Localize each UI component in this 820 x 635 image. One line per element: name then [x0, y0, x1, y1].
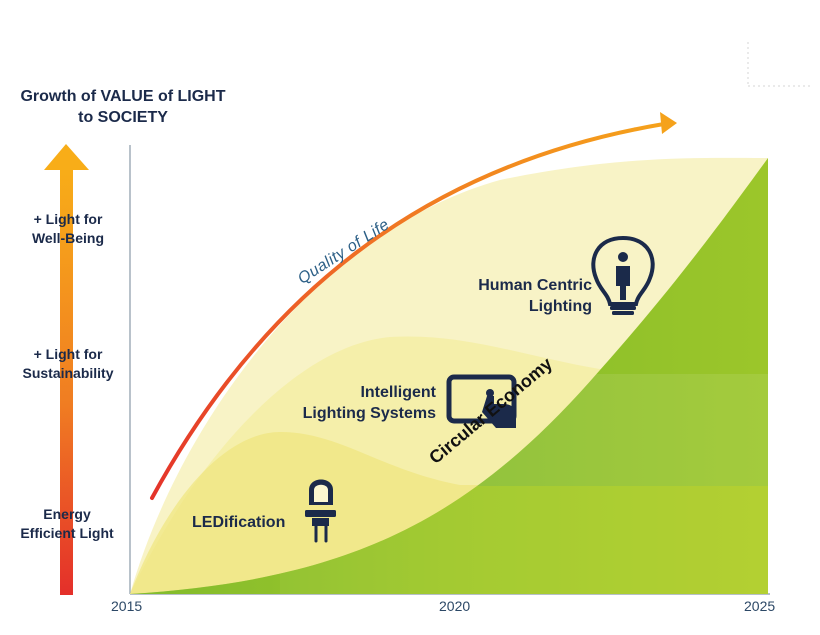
level-energy-efficient: Energy Efficient Light	[2, 505, 132, 543]
level-well-being: + Light for Well-Being	[3, 210, 133, 248]
year-2015: 2015	[111, 598, 142, 614]
ledification-label: LEDification	[192, 512, 285, 533]
human-centric-line-2: Lighting	[452, 296, 592, 317]
corner-decoration	[748, 42, 810, 86]
level-energy-line-2: Efficient Light	[2, 524, 132, 543]
level-sustainability: + Light for Sustainability	[3, 345, 133, 383]
level-energy-line-1: Energy	[2, 505, 132, 524]
level-sustainability-line-2: Sustainability	[3, 364, 133, 383]
year-2020: 2020	[439, 598, 470, 614]
level-well-being-line-1: + Light for	[3, 210, 133, 229]
title-line-1: Growth of VALUE of LIGHT	[20, 88, 225, 105]
human-centric-label: Human Centric Lighting	[452, 275, 592, 317]
title-line-2: to SOCIETY	[0, 107, 246, 128]
intelligent-lighting-label: Intelligent Lighting Systems	[296, 382, 436, 424]
level-well-being-line-2: Well-Being	[3, 229, 133, 248]
intelligent-line-1: Intelligent	[296, 382, 436, 403]
year-2025: 2025	[744, 598, 775, 614]
intelligent-line-2: Lighting Systems	[296, 403, 436, 424]
human-centric-line-1: Human Centric	[452, 275, 592, 296]
level-sustainability-line-1: + Light for	[3, 345, 133, 364]
diagram-title: Growth of VALUE of LIGHT to SOCIETY	[0, 86, 246, 128]
